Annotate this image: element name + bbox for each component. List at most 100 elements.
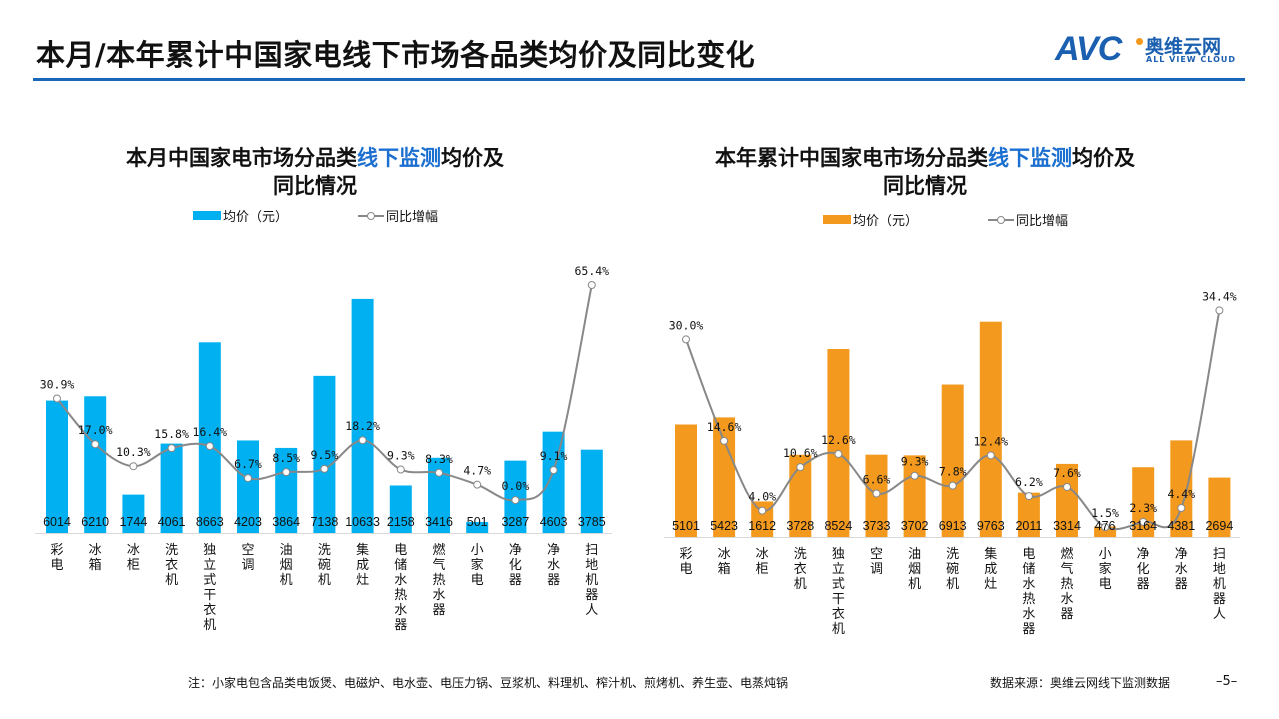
avc-logo: AVC 奥维云网 ALL VIEW CLOUD [1055,30,1255,68]
bar [198,342,221,533]
category-label: 燃气热水器 [1060,547,1074,622]
category-label: 空调 [241,543,255,573]
bar-value-label: 3314 [1053,519,1081,533]
bar-value-label: 3702 [901,519,929,533]
bar [713,417,736,537]
category-label: 燃气热水器 [432,543,446,618]
bar-value-label: 10633 [345,515,380,529]
growth-label: 10.3% [116,445,151,459]
bar-value-label: 3733 [863,519,891,533]
category-label: 集成灶 [984,547,998,592]
category-label: 独立式干衣机 [203,543,217,633]
bar-value-label: 501 [467,515,488,529]
growth-label: 12.4% [973,434,1008,448]
category-label: 洗衣机 [165,543,179,588]
category-label: 彩电 [50,543,64,573]
footnote: 注：小家电包含品类电饭煲、电磁炉、电水壶、电压力锅、豆浆机、料理机、榨汁机、煎烤… [188,676,789,690]
bar [1094,526,1117,537]
growth-point [872,489,881,498]
title-part: 本月中国家电市场分品类 [126,146,357,170]
growth-label: 9.3% [901,455,929,469]
title-part: 同比情况 [273,174,357,198]
header-divider [33,78,1245,81]
growth-label: 8.3% [425,452,453,466]
bar-value-label: 4603 [540,515,568,529]
growth-point [91,440,100,449]
growth-point [1139,517,1148,526]
category-label: 洗衣机 [793,547,807,592]
growth-point [796,463,805,472]
page-number: –5– [1216,674,1238,689]
bar [122,494,145,533]
growth-point [358,436,367,445]
growth-point [1024,492,1033,501]
growth-point [682,335,690,344]
growth-label: 9.1% [540,449,568,463]
bar-value-label: 2011 [1015,519,1042,533]
category-label: 冰箱 [88,543,102,573]
legend-line-swatch [358,209,385,223]
category-label: 油烟机 [908,547,922,592]
growth-point [129,462,138,471]
bar-value-label: 3785 [578,515,606,529]
category-label: 油烟机 [279,543,293,588]
bar [675,424,697,537]
bar-value-label: 2694 [1205,519,1233,533]
growth-label: 9.5% [311,448,339,462]
bar [1208,477,1231,537]
category-label: 冰柜 [126,543,140,573]
bar-value-label: 3864 [272,515,300,529]
chart-title-monthly: 本月中国家电市场分品类线下监测均价及 同比情况 [70,144,560,200]
growth-point [320,464,329,473]
page-title: 本月/本年累计中国家电线下市场各品类均价及同比变化 [36,38,756,72]
bar-value-label: 476 [1095,519,1116,533]
bar [580,449,603,533]
category-label: 净水器 [547,543,561,588]
growth-label: 4.7% [463,464,491,478]
growth-point [53,394,61,403]
growth-point [435,468,443,477]
legend-label: 均价（元） [853,214,919,229]
category-label: 小家电 [470,543,484,588]
growth-point [549,466,558,475]
title-part: 同比情况 [883,174,967,198]
growth-label: 7.6% [1053,466,1081,480]
bar-value-label: 4061 [158,515,186,529]
legend-monthly: 均价（元） 同比增幅 [193,206,438,225]
title-highlight: 线下监测 [988,146,1072,170]
data-source: 数据来源：奥维云网线下监测数据 [990,676,1171,690]
growth-point [1177,504,1186,513]
growth-label: 0.0% [502,479,530,493]
category-label: 独立式干衣机 [831,547,845,637]
category-label: 空调 [869,547,883,577]
title-highlight: 线下监测 [357,146,441,170]
bar [1056,463,1078,537]
growth-label: 8.5% [272,451,300,465]
growth-point [473,480,482,489]
growth-label: 6.7% [234,457,262,471]
bar [789,454,812,537]
growth-label: 30.9% [40,377,75,391]
bar [160,443,183,533]
bar [84,396,107,533]
growth-label: 15.8% [154,427,189,441]
category-label: 净化器 [508,543,522,588]
category-label: 彩电 [679,547,693,577]
growth-label: 6.6% [863,473,891,487]
growth-point [1101,523,1110,532]
growth-point [986,451,995,460]
bar-value-label: 6913 [939,519,967,533]
growth-point [587,280,596,289]
growth-label: 12.6% [821,433,856,447]
growth-label: 14.6% [707,420,742,434]
growth-label: 65.4% [574,264,609,278]
bar [389,485,412,533]
growth-label: 34.4% [1202,289,1237,303]
logo-mark: AVC [1055,30,1122,68]
title-part: 均价及 [1072,146,1135,170]
category-label: 电储水热水器 [394,543,408,633]
bar-value-label: 6210 [81,515,109,529]
growth-point [1215,306,1224,315]
bar [351,298,374,533]
